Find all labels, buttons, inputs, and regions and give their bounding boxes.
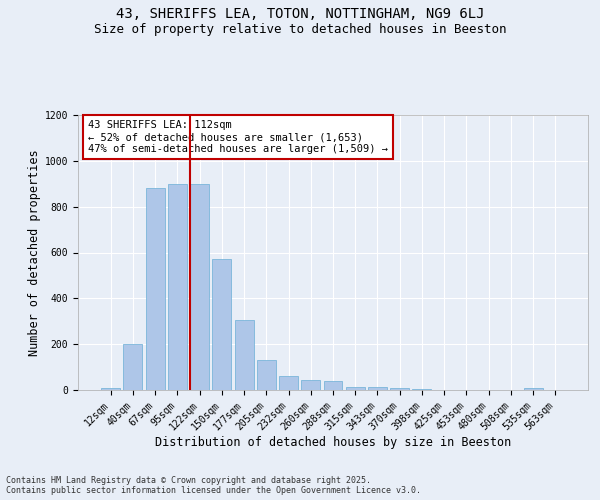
- Bar: [279, 376, 298, 390]
- Bar: [346, 387, 365, 390]
- Bar: [301, 380, 320, 390]
- Bar: [323, 381, 343, 390]
- X-axis label: Distribution of detached houses by size in Beeston: Distribution of detached houses by size …: [155, 436, 511, 449]
- Text: Contains HM Land Registry data © Crown copyright and database right 2025.
Contai: Contains HM Land Registry data © Crown c…: [6, 476, 421, 495]
- Bar: [101, 388, 120, 390]
- Bar: [257, 360, 276, 390]
- Text: 43 SHERIFFS LEA: 112sqm
← 52% of detached houses are smaller (1,653)
47% of semi: 43 SHERIFFS LEA: 112sqm ← 52% of detache…: [88, 120, 388, 154]
- Y-axis label: Number of detached properties: Number of detached properties: [28, 149, 41, 356]
- Bar: [235, 320, 254, 390]
- Bar: [212, 260, 231, 390]
- Bar: [146, 188, 164, 390]
- Bar: [124, 344, 142, 390]
- Text: Size of property relative to detached houses in Beeston: Size of property relative to detached ho…: [94, 22, 506, 36]
- Bar: [412, 389, 431, 390]
- Bar: [190, 184, 209, 390]
- Text: 43, SHERIFFS LEA, TOTON, NOTTINGHAM, NG9 6LJ: 43, SHERIFFS LEA, TOTON, NOTTINGHAM, NG9…: [116, 8, 484, 22]
- Bar: [168, 184, 187, 390]
- Bar: [368, 387, 387, 390]
- Bar: [390, 388, 409, 390]
- Bar: [524, 388, 542, 390]
